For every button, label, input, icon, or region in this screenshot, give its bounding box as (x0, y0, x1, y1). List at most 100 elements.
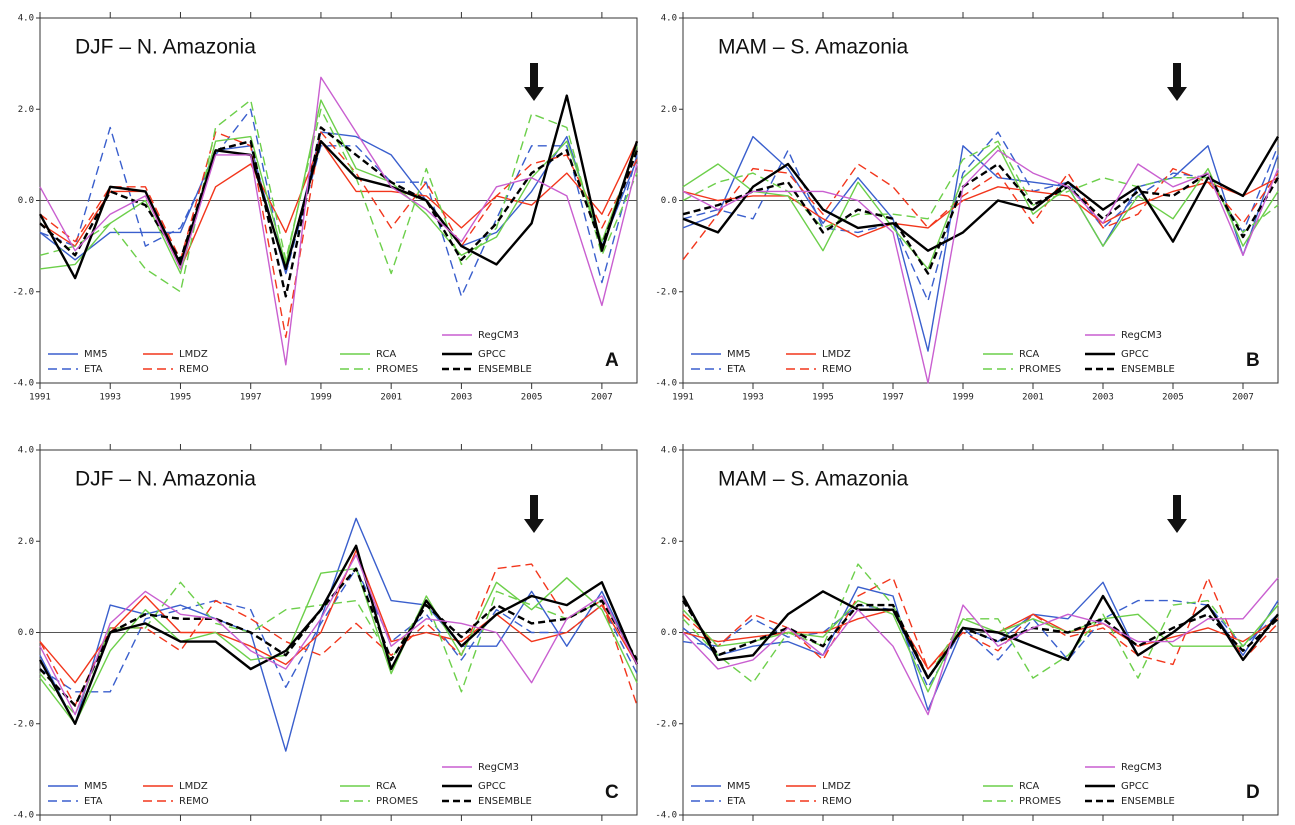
panel-label: D (1246, 782, 1260, 803)
legend-label: MM5 (84, 349, 108, 360)
legend-label: ETA (84, 364, 103, 375)
series-line (39, 517, 638, 752)
legend-label: LMDZ (822, 349, 851, 360)
panel-label: B (1246, 350, 1260, 371)
legend-label: MM5 (727, 781, 751, 792)
series-line (39, 76, 638, 366)
y-tick-label: 2.0 (18, 537, 34, 547)
x-tick-label: 1993 (742, 393, 764, 403)
series-line (682, 145, 1279, 270)
x-tick-label: 2003 (451, 393, 473, 403)
legend-label: MM5 (727, 349, 751, 360)
x-tick-label: 1991 (672, 393, 694, 403)
x-tick-label: 1995 (170, 393, 192, 403)
x-tick-label: 1991 (29, 393, 51, 403)
series-line (39, 126, 639, 298)
series-line (39, 567, 638, 693)
legend-label: RCA (376, 349, 396, 360)
y-tick-label: -2.0 (655, 719, 677, 729)
y-tick-label: 0.0 (661, 628, 677, 638)
panel-label: A (605, 350, 619, 371)
x-tick-label: 1995 (812, 393, 834, 403)
series-line (681, 599, 1279, 680)
y-tick-label: -2.0 (12, 287, 34, 297)
x-tick-label: 2001 (1022, 393, 1044, 403)
y-tick-label: 4.0 (661, 446, 677, 456)
series-line (39, 131, 638, 339)
y-tick-label: 2.0 (661, 537, 677, 547)
y-tick-label: -4.0 (12, 379, 34, 389)
y-tick-label: 0.0 (18, 196, 34, 206)
series-line (682, 149, 1279, 384)
series-line (39, 549, 638, 684)
x-tick-label: 2003 (1092, 393, 1114, 403)
series-line (39, 99, 638, 293)
legend-label: RegCM3 (478, 330, 519, 341)
legend-label: RCA (376, 781, 396, 792)
x-tick-label: 2005 (1162, 393, 1184, 403)
legend-label: REMO (822, 364, 852, 375)
legend-label: GPCC (478, 349, 506, 360)
panel-title: MAM – S. Amazonia (718, 36, 909, 59)
y-tick-label: -4.0 (655, 379, 677, 389)
legend-label: ENSEMBLE (1121, 364, 1175, 375)
legend-label: RegCM3 (1121, 330, 1162, 341)
series-line (682, 563, 1279, 684)
legend-label: RegCM3 (1121, 762, 1162, 773)
y-tick-label: 0.0 (661, 196, 677, 206)
legend-label: ETA (84, 796, 103, 807)
series-line (682, 577, 1279, 716)
x-tick-label: 1993 (99, 393, 121, 403)
y-tick-label: 2.0 (18, 105, 34, 115)
y-tick-label: -2.0 (655, 287, 677, 297)
legend-label: PROMES (1019, 364, 1061, 375)
series-line (682, 135, 1280, 252)
y-tick-label: 0.0 (18, 628, 34, 638)
series-line (682, 140, 1279, 234)
legend-label: ENSEMBLE (478, 796, 532, 807)
series-line (39, 563, 638, 707)
panel-title: DJF – N. Amazonia (75, 36, 256, 59)
series-line (39, 554, 638, 716)
legend-label: GPCC (1121, 349, 1149, 360)
x-tick-label: 2005 (521, 393, 543, 403)
legend-label: GPCC (1121, 781, 1149, 792)
arrow (524, 495, 544, 533)
series-line (682, 599, 1279, 693)
series-line (38, 94, 639, 280)
series-line (39, 99, 638, 275)
y-tick-label: -2.0 (12, 719, 34, 729)
legend-label: LMDZ (822, 781, 851, 792)
legend-label: GPCC (478, 781, 506, 792)
legend-label: LMDZ (179, 781, 208, 792)
y-tick-label: 4.0 (18, 446, 34, 456)
legend-label: ETA (727, 796, 746, 807)
legend-label: REMO (179, 796, 209, 807)
legend-label: PROMES (1019, 796, 1061, 807)
x-tick-label: 1999 (952, 393, 974, 403)
series-line (682, 131, 1279, 302)
x-tick-label: 2007 (591, 393, 613, 403)
x-tick-label: 1997 (240, 393, 262, 403)
panel-title: DJF – N. Amazonia (75, 468, 256, 491)
panel: -4.0-2.00.02.04.019911993199519971999200… (12, 444, 639, 825)
series-line (681, 590, 1279, 680)
legend-label: ETA (727, 364, 746, 375)
series-line (38, 544, 639, 725)
x-tick-label: 2001 (380, 393, 402, 403)
arrow (1167, 63, 1187, 101)
legend-label: RCA (1019, 781, 1039, 792)
y-tick-label: 2.0 (661, 105, 677, 115)
legend-label: REMO (822, 796, 852, 807)
series-line (682, 577, 1279, 670)
legend-label: MM5 (84, 781, 108, 792)
legend-label: ENSEMBLE (1121, 796, 1175, 807)
legend-label: RCA (1019, 349, 1039, 360)
x-tick-label: 1997 (882, 393, 904, 403)
y-tick-label: -4.0 (655, 811, 677, 821)
legend-label: PROMES (376, 796, 418, 807)
x-tick-label: 1999 (310, 393, 332, 403)
